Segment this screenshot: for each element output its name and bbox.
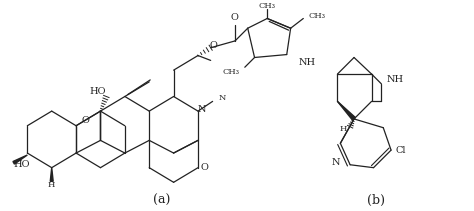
Polygon shape xyxy=(50,168,53,181)
Text: O: O xyxy=(201,163,209,172)
Text: CH₃: CH₃ xyxy=(259,2,276,10)
Text: O: O xyxy=(82,116,90,125)
Text: (b): (b) xyxy=(367,194,385,207)
Text: NH: NH xyxy=(386,75,403,84)
Text: N: N xyxy=(332,158,340,167)
Polygon shape xyxy=(13,155,27,164)
Text: H: H xyxy=(340,125,347,133)
Polygon shape xyxy=(337,101,356,120)
Text: HO: HO xyxy=(14,160,30,169)
Text: Cl: Cl xyxy=(396,146,406,155)
Text: O: O xyxy=(230,13,238,22)
Text: CH₃: CH₃ xyxy=(223,68,240,76)
Text: CH₃: CH₃ xyxy=(308,12,325,20)
Text: O: O xyxy=(210,41,218,50)
Text: (a): (a) xyxy=(153,194,171,207)
Text: HO: HO xyxy=(90,87,106,96)
Text: NH: NH xyxy=(299,58,316,67)
Text: H: H xyxy=(48,181,55,189)
Text: N: N xyxy=(198,105,207,114)
Text: N: N xyxy=(219,95,226,103)
